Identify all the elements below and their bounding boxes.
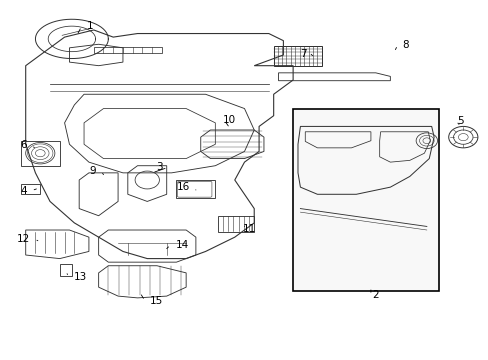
- Bar: [94, 47, 162, 53]
- Text: 6: 6: [20, 140, 27, 150]
- Text: 14: 14: [175, 240, 188, 250]
- Text: 13: 13: [73, 272, 86, 282]
- Bar: [21, 141, 60, 166]
- Text: 11: 11: [242, 224, 255, 234]
- Bar: [273, 46, 322, 66]
- Text: 12: 12: [16, 234, 30, 244]
- Text: 16: 16: [177, 182, 190, 192]
- Bar: [217, 216, 254, 232]
- Text: 10: 10: [222, 115, 235, 125]
- Bar: [292, 109, 438, 291]
- Bar: [60, 264, 72, 276]
- Text: 2: 2: [372, 290, 378, 300]
- Text: 8: 8: [402, 40, 408, 50]
- Text: 4: 4: [20, 186, 27, 196]
- Text: 9: 9: [89, 166, 96, 176]
- Text: 15: 15: [149, 296, 163, 306]
- Text: 1: 1: [86, 21, 93, 31]
- Text: 7: 7: [299, 49, 305, 59]
- Text: 3: 3: [156, 162, 163, 172]
- Bar: [21, 184, 40, 194]
- Bar: [176, 180, 215, 198]
- Text: 5: 5: [457, 116, 463, 126]
